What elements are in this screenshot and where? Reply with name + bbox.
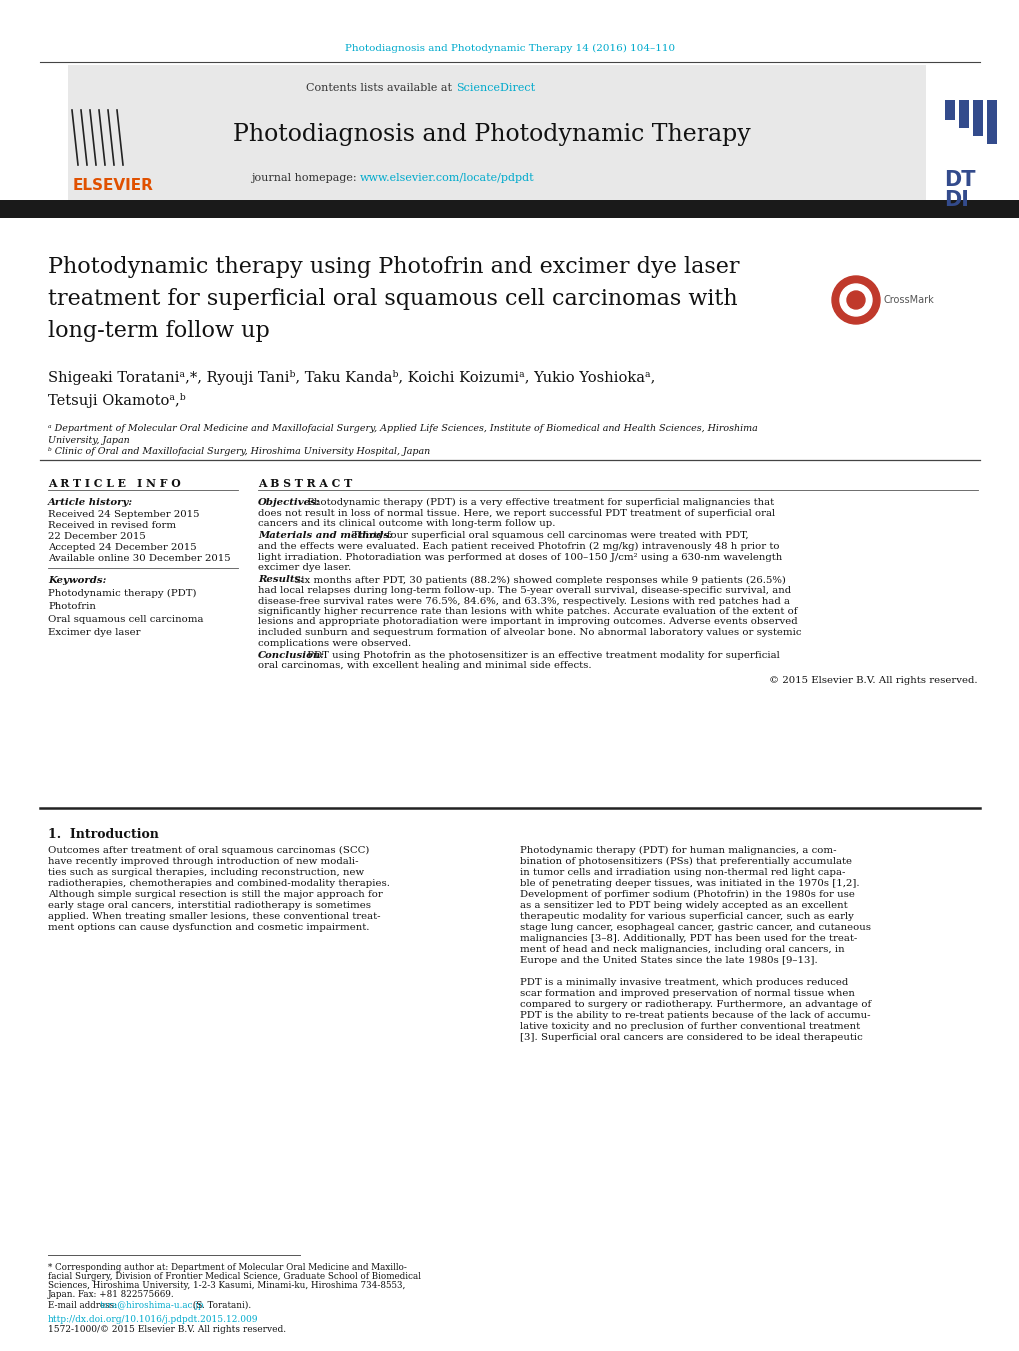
Text: lative toxicity and no preclusion of further conventional treatment: lative toxicity and no preclusion of fur… (520, 1021, 859, 1031)
Text: radiotherapies, chemotherapies and combined-modality therapies.: radiotherapies, chemotherapies and combi… (48, 880, 389, 888)
FancyBboxPatch shape (986, 100, 996, 145)
Text: A R T I C L E   I N F O: A R T I C L E I N F O (48, 478, 180, 489)
Text: as a sensitizer led to PDT being widely accepted as an excellent: as a sensitizer led to PDT being widely … (520, 901, 847, 911)
Text: facial Surgery, Division of Frontier Medical Science, Graduate School of Biomedi: facial Surgery, Division of Frontier Med… (48, 1273, 421, 1281)
Text: DT: DT (943, 170, 974, 190)
Text: therapeutic modality for various superficial cancer, such as early: therapeutic modality for various superfi… (520, 912, 853, 921)
Text: University, Japan: University, Japan (48, 436, 129, 444)
Text: Photodiagnosis and Photodynamic Therapy: Photodiagnosis and Photodynamic Therapy (233, 123, 750, 146)
Text: www.elsevier.com/locate/pdpdt: www.elsevier.com/locate/pdpdt (360, 173, 534, 182)
Text: lesions and appropriate photoradiation were important in improving outcomes. Adv: lesions and appropriate photoradiation w… (258, 617, 797, 627)
FancyBboxPatch shape (944, 100, 954, 120)
Text: early stage oral cancers, interstitial radiotherapy is sometimes: early stage oral cancers, interstitial r… (48, 901, 371, 911)
Text: Photodynamic therapy (PDT): Photodynamic therapy (PDT) (48, 589, 197, 598)
Text: ment options can cause dysfunction and cosmetic impairment.: ment options can cause dysfunction and c… (48, 923, 369, 932)
Text: ᵃ Department of Molecular Oral Medicine and Maxillofacial Surgery, Applied Life : ᵃ Department of Molecular Oral Medicine … (48, 424, 757, 434)
Text: [3]. Superficial oral cancers are considered to be ideal therapeutic: [3]. Superficial oral cancers are consid… (520, 1034, 862, 1042)
Text: Received 24 September 2015: Received 24 September 2015 (48, 509, 200, 519)
Text: * Corresponding author at: Department of Molecular Oral Medicine and Maxillo-: * Corresponding author at: Department of… (48, 1263, 407, 1273)
Text: CrossMark: CrossMark (883, 295, 933, 305)
Text: DI: DI (943, 190, 968, 209)
Text: Conclusion:: Conclusion: (258, 651, 325, 661)
Text: Keywords:: Keywords: (48, 576, 106, 585)
FancyBboxPatch shape (68, 65, 925, 205)
Text: A B S T R A C T: A B S T R A C T (258, 478, 352, 489)
Text: Sciences, Hiroshima University, 1-2-3 Kasumi, Minami-ku, Hiroshima 734-8553,: Sciences, Hiroshima University, 1-2-3 Ka… (48, 1281, 405, 1290)
Text: Outcomes after treatment of oral squamous carcinomas (SCC): Outcomes after treatment of oral squamou… (48, 846, 369, 855)
Text: malignancies [3–8]. Additionally, PDT has been used for the treat-: malignancies [3–8]. Additionally, PDT ha… (520, 934, 856, 943)
Text: Development of porfimer sodium (Photofrin) in the 1980s for use: Development of porfimer sodium (Photofri… (520, 890, 854, 900)
Text: ᵇ Clinic of Oral and Maxillofacial Surgery, Hiroshima University Hospital, Japan: ᵇ Clinic of Oral and Maxillofacial Surge… (48, 447, 430, 457)
Text: ScienceDirect: ScienceDirect (455, 82, 535, 93)
Text: long-term follow up: long-term follow up (48, 320, 269, 342)
Text: cancers and its clinical outcome with long-term follow up.: cancers and its clinical outcome with lo… (258, 519, 555, 528)
Circle shape (840, 284, 871, 316)
Text: Europe and the United States since the late 1980s [9–13].: Europe and the United States since the l… (520, 957, 817, 965)
Text: Contents lists available at: Contents lists available at (306, 82, 455, 93)
Text: included sunburn and sequestrum formation of alveolar bone. No abnormal laborato: included sunburn and sequestrum formatio… (258, 628, 801, 638)
Text: Materials and methods:: Materials and methods: (258, 531, 392, 540)
Text: in tumor cells and irradiation using non-thermal red light capa-: in tumor cells and irradiation using non… (520, 867, 845, 877)
FancyBboxPatch shape (972, 100, 982, 136)
Text: Six months after PDT, 30 patients (88.2%) showed complete responses while 9 pati: Six months after PDT, 30 patients (88.2%… (290, 576, 786, 585)
Text: Thirty-four superficial oral squamous cell carcinomas were treated with PDT,: Thirty-four superficial oral squamous ce… (348, 531, 748, 540)
Text: ties such as surgical therapies, including reconstruction, new: ties such as surgical therapies, includi… (48, 867, 364, 877)
Text: Photodiagnosis and Photodynamic Therapy 14 (2016) 104–110: Photodiagnosis and Photodynamic Therapy … (344, 43, 675, 53)
Text: Photodynamic therapy using Photofrin and excimer dye laser: Photodynamic therapy using Photofrin and… (48, 255, 739, 278)
Text: scar formation and improved preservation of normal tissue when: scar formation and improved preservation… (520, 989, 854, 998)
Text: Excimer dye laser: Excimer dye laser (48, 628, 141, 638)
Text: compared to surgery or radiotherapy. Furthermore, an advantage of: compared to surgery or radiotherapy. Fur… (520, 1000, 870, 1009)
FancyBboxPatch shape (958, 100, 968, 128)
Text: excimer dye laser.: excimer dye laser. (258, 563, 351, 571)
Text: ment of head and neck malignancies, including oral cancers, in: ment of head and neck malignancies, incl… (520, 944, 844, 954)
Text: PDT is the ability to re-treat patients because of the lack of accumu-: PDT is the ability to re-treat patients … (520, 1011, 869, 1020)
Text: bination of photosensitizers (PSs) that preferentially accumulate: bination of photosensitizers (PSs) that … (520, 857, 851, 866)
Text: PDT is a minimally invasive treatment, which produces reduced: PDT is a minimally invasive treatment, w… (520, 978, 848, 988)
Text: E-mail address:: E-mail address: (48, 1301, 120, 1310)
Text: 1572-1000/© 2015 Elsevier B.V. All rights reserved.: 1572-1000/© 2015 Elsevier B.V. All right… (48, 1325, 286, 1333)
Text: treatment for superficial oral squamous cell carcinomas with: treatment for superficial oral squamous … (48, 288, 737, 309)
Text: and the effects were evaluated. Each patient received Photofrin (2 mg/kg) intrav: and the effects were evaluated. Each pat… (258, 542, 779, 551)
Text: Photofrin: Photofrin (48, 603, 96, 611)
Circle shape (832, 276, 879, 324)
Text: oral carcinomas, with excellent healing and minimal side effects.: oral carcinomas, with excellent healing … (258, 662, 591, 670)
Text: Photodynamic therapy (PDT) is a very effective treatment for superficial maligna: Photodynamic therapy (PDT) is a very eff… (304, 499, 773, 507)
Text: Photodynamic therapy (PDT) for human malignancies, a com-: Photodynamic therapy (PDT) for human mal… (520, 846, 836, 855)
Text: tora@hiroshima-u.ac.jp: tora@hiroshima-u.ac.jp (100, 1301, 205, 1310)
Text: 22 December 2015: 22 December 2015 (48, 532, 146, 540)
Text: complications were observed.: complications were observed. (258, 639, 411, 647)
FancyBboxPatch shape (0, 200, 1019, 218)
Text: Objectives:: Objectives: (258, 499, 320, 507)
Text: Although simple surgical resection is still the major approach for: Although simple surgical resection is st… (48, 890, 382, 898)
Text: Accepted 24 December 2015: Accepted 24 December 2015 (48, 543, 197, 553)
Text: Japan. Fax: +81 822575669.: Japan. Fax: +81 822575669. (48, 1290, 174, 1300)
Text: Shigeaki Torataniᵃ,*, Ryouji Taniᵇ, Taku Kandaᵇ, Koichi Koizumiᵃ, Yukio Yoshioka: Shigeaki Torataniᵃ,*, Ryouji Taniᵇ, Taku… (48, 370, 655, 385)
Text: Received in revised form: Received in revised form (48, 521, 176, 530)
Text: does not result in loss of normal tissue. Here, we report successful PDT treatme: does not result in loss of normal tissue… (258, 508, 774, 517)
Circle shape (846, 290, 864, 309)
Text: Oral squamous cell carcinoma: Oral squamous cell carcinoma (48, 615, 204, 624)
Text: significantly higher recurrence rate than lesions with white patches. Accurate e: significantly higher recurrence rate tha… (258, 607, 797, 616)
Text: journal homepage:: journal homepage: (251, 173, 360, 182)
Text: have recently improved through introduction of new modali-: have recently improved through introduct… (48, 857, 358, 866)
Text: ble of penetrating deeper tissues, was initiated in the 1970s [1,2].: ble of penetrating deeper tissues, was i… (520, 880, 859, 888)
Text: © 2015 Elsevier B.V. All rights reserved.: © 2015 Elsevier B.V. All rights reserved… (768, 676, 977, 685)
Text: applied. When treating smaller lesions, these conventional treat-: applied. When treating smaller lesions, … (48, 912, 380, 921)
Text: (S. Toratani).: (S. Toratani). (190, 1301, 251, 1310)
Text: stage lung cancer, esophageal cancer, gastric cancer, and cutaneous: stage lung cancer, esophageal cancer, ga… (520, 923, 870, 932)
Text: ELSEVIER: ELSEVIER (73, 178, 154, 193)
Text: Results:: Results: (258, 576, 304, 585)
Text: Tetsuji Okamotoᵃ,ᵇ: Tetsuji Okamotoᵃ,ᵇ (48, 393, 185, 408)
Text: PDT using Photofrin as the photosensitizer is an effective treatment modality fo: PDT using Photofrin as the photosensitiz… (304, 651, 779, 661)
Text: had local relapses during long-term follow-up. The 5-year overall survival, dise: had local relapses during long-term foll… (258, 586, 791, 594)
Text: disease-free survival rates were 76.5%, 84.6%, and 63.3%, respectively. Lesions : disease-free survival rates were 76.5%, … (258, 597, 790, 605)
Text: http://dx.doi.org/10.1016/j.pdpdt.2015.12.009: http://dx.doi.org/10.1016/j.pdpdt.2015.1… (48, 1315, 258, 1324)
Text: 1.  Introduction: 1. Introduction (48, 828, 159, 842)
Text: Article history:: Article history: (48, 499, 133, 507)
Text: light irradiation. Photoradiation was performed at doses of 100–150 J/cm² using : light irradiation. Photoradiation was pe… (258, 553, 782, 562)
Text: Available online 30 December 2015: Available online 30 December 2015 (48, 554, 230, 563)
